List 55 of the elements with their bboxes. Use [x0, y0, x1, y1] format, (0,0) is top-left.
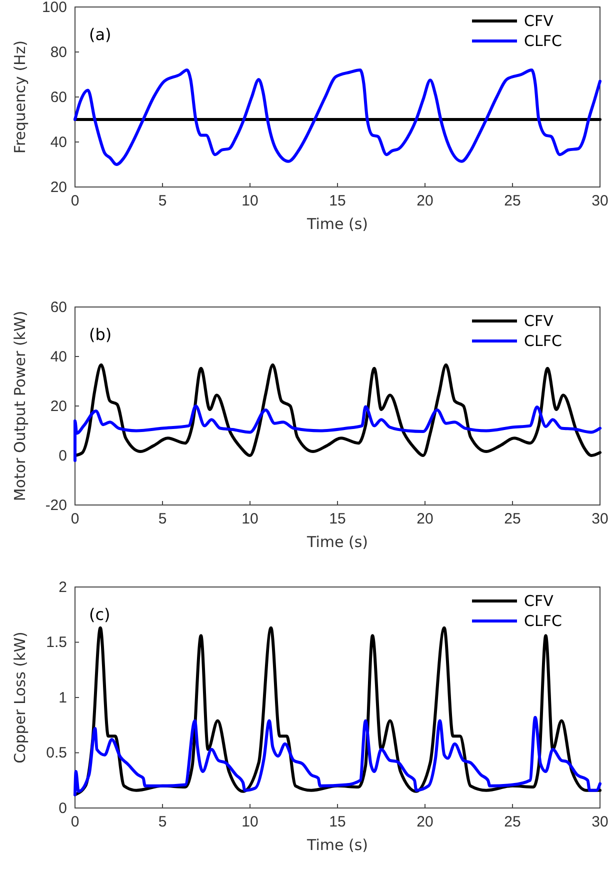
y-axis-title: Copper Loss (kW): [11, 632, 29, 764]
annotation: (c): [89, 605, 110, 624]
x-tick-label: 30: [592, 510, 608, 528]
x-tick-label: 10: [242, 510, 258, 528]
x-axis-title: Time (s): [306, 533, 368, 551]
legend-label: CLFC: [524, 332, 562, 350]
x-tick-label: 0: [70, 510, 80, 528]
y-tick-label: 60: [50, 298, 67, 316]
x-tick-label: 15: [329, 192, 346, 210]
y-axis-title: Frequency (Hz): [11, 40, 29, 154]
x-tick-label: 15: [329, 510, 346, 528]
y-tick-label: 100: [42, 0, 67, 16]
x-axis-title: Time (s): [306, 215, 368, 233]
legend-label: CFV: [524, 592, 554, 610]
x-tick-label: 5: [158, 510, 167, 528]
x-tick-label: 30: [592, 814, 608, 831]
line-series: [74, 68, 602, 166]
x-tick-label: 15: [329, 814, 346, 831]
y-tick-label: 0: [58, 800, 67, 817]
x-tick-label: 0: [70, 192, 80, 210]
x-tick-label: 0: [70, 814, 80, 831]
y-axis-title: Motor Output Power (kW): [11, 310, 29, 502]
y-tick-label: 0.5: [46, 744, 67, 762]
y-tick-label: 40: [50, 348, 67, 366]
legend-label: CFV: [524, 312, 554, 330]
x-tick-label: 5: [158, 192, 167, 210]
line-series: [74, 716, 602, 796]
x-axis-title: Time (s): [306, 836, 368, 854]
y-tick-label: 1.5: [46, 634, 67, 652]
y-tick-label: 40: [50, 134, 67, 151]
x-tick-label: 20: [416, 510, 434, 528]
y-tick-label: 20: [50, 398, 67, 415]
annotation: (a): [89, 25, 112, 44]
x-tick-label: 25: [504, 814, 521, 831]
legend-label: CLFC: [524, 32, 562, 50]
x-tick-label: 20: [416, 192, 434, 210]
x-tick-label: 20: [416, 814, 434, 831]
x-tick-label: 25: [504, 192, 521, 210]
y-tick-label: 2: [58, 578, 67, 596]
x-tick-label: 10: [242, 814, 258, 831]
annotation: (b): [89, 325, 112, 344]
y-tick-label: 20: [50, 178, 67, 196]
y-tick-label: 80: [50, 44, 67, 61]
line-series: [74, 363, 602, 457]
x-tick-label: 30: [592, 192, 608, 210]
x-tick-label: 10: [242, 192, 258, 210]
legend-label: CFV: [524, 12, 554, 30]
x-tick-label: 25: [504, 510, 521, 528]
y-tick-label: 60: [50, 88, 67, 106]
legend-label: CLFC: [524, 612, 562, 630]
y-tick-label: -20: [45, 496, 67, 514]
y-tick-label: 0: [58, 447, 67, 464]
y-tick-label: 1: [58, 689, 67, 706]
x-tick-label: 5: [158, 814, 167, 831]
line-series: [74, 404, 602, 462]
